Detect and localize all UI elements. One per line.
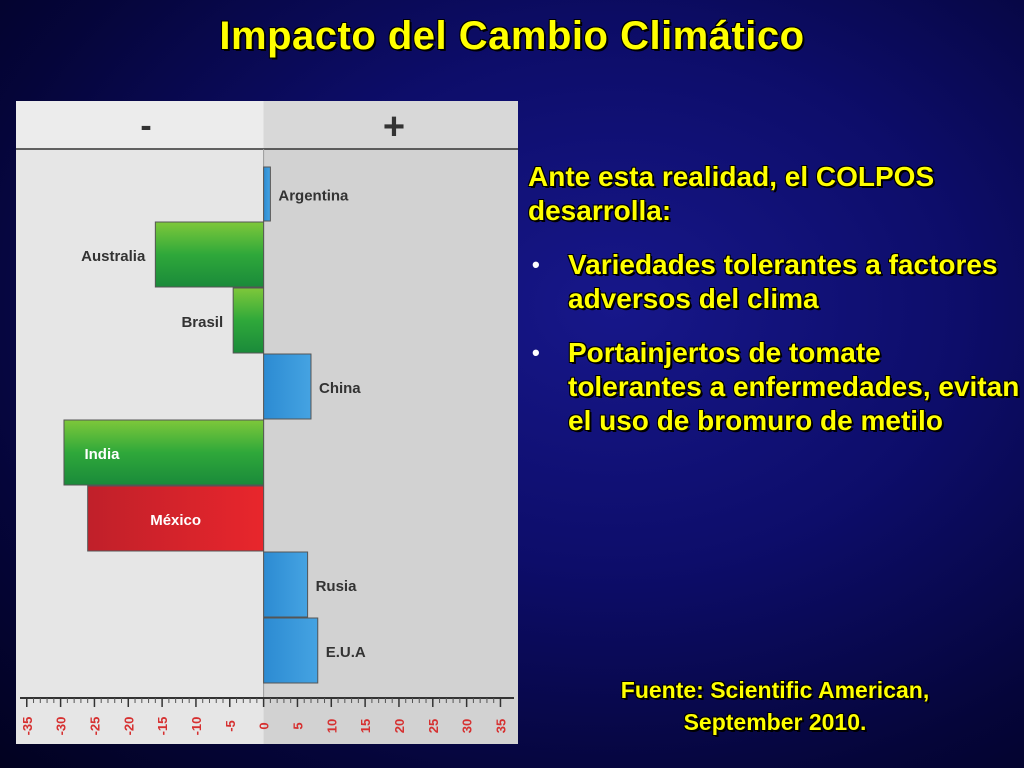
bar-1 (263, 166, 271, 222)
bar-label-4: China (319, 380, 361, 397)
x-tick-label-13: 25 (426, 719, 441, 733)
bar-chart: - + Argentina Australia Brasil China India Méxi… (16, 101, 518, 744)
source-line-2: September 2010. (683, 709, 867, 735)
content-text-block: Ante esta realidad, el COLPOS desarrolla… (528, 160, 1022, 458)
bullet-dot: • (532, 340, 540, 365)
x-tick-label-4: -20 (121, 717, 136, 736)
bullet-dot: • (532, 252, 540, 277)
header-positive-bg (263, 101, 518, 149)
x-tick-label-11: 15 (358, 719, 373, 733)
bar-6 (87, 485, 265, 552)
x-tick-label-14: 30 (460, 719, 475, 733)
x-tick-label-3: -25 (87, 717, 102, 736)
bar-7 (263, 551, 309, 618)
x-tick-label-9: 5 (290, 722, 305, 729)
bar-8 (263, 617, 319, 684)
header-negative: - (140, 107, 151, 145)
x-tick-label-5: -15 (155, 717, 170, 736)
x-tick-label-10: 10 (324, 719, 339, 733)
bar-3 (232, 287, 265, 354)
intro-text: Ante esta realidad, el COLPOS desarrolla… (528, 161, 935, 226)
x-tick-label-2: -30 (54, 717, 69, 736)
x-tick-label-7: -5 (223, 720, 238, 732)
source-line-1: Fuente: Scientific American, (620, 677, 930, 703)
bar-5 (63, 419, 265, 486)
slide-title: Impacto del Cambio Climático (219, 14, 805, 58)
bullet-text: Portainjertos de tomate tolerantes a enf… (568, 337, 1020, 436)
bar-4 (263, 353, 312, 420)
bar-label-6: México (150, 512, 201, 529)
bar-label-2: Australia (81, 248, 146, 265)
bar-label-1: Argentina (278, 188, 349, 205)
x-tick-label-12: 20 (392, 719, 407, 733)
bullet-item: • Portainjertos de tomate tolerantes a e… (528, 336, 1022, 438)
bar-2 (154, 221, 265, 288)
bullet-text: Variedades tolerantes a factores adverso… (568, 249, 998, 314)
bullet-list: • Variedades tolerantes a factores adver… (528, 248, 1022, 438)
header-negative-bg (16, 101, 264, 149)
x-tick-label-1: -35 (20, 717, 35, 736)
bar-label-3: Brasil (181, 314, 223, 331)
source-citation: Fuente: Scientific American, September 2… (528, 674, 1022, 738)
x-tick-label-8: 0 (257, 722, 272, 729)
bar-label-7: Rusia (316, 578, 358, 595)
bullet-item: • Variedades tolerantes a factores adver… (528, 248, 1022, 316)
x-tick-label-6: -10 (189, 717, 204, 736)
bar-label-8: E.U.A (326, 644, 366, 661)
header-positive: + (383, 106, 405, 148)
bar-label-5: India (84, 446, 120, 463)
x-tick-label-15: 35 (493, 719, 508, 733)
bar-chart-panel: - + Argentina Australia Brasil China India Méxi… (16, 101, 518, 744)
